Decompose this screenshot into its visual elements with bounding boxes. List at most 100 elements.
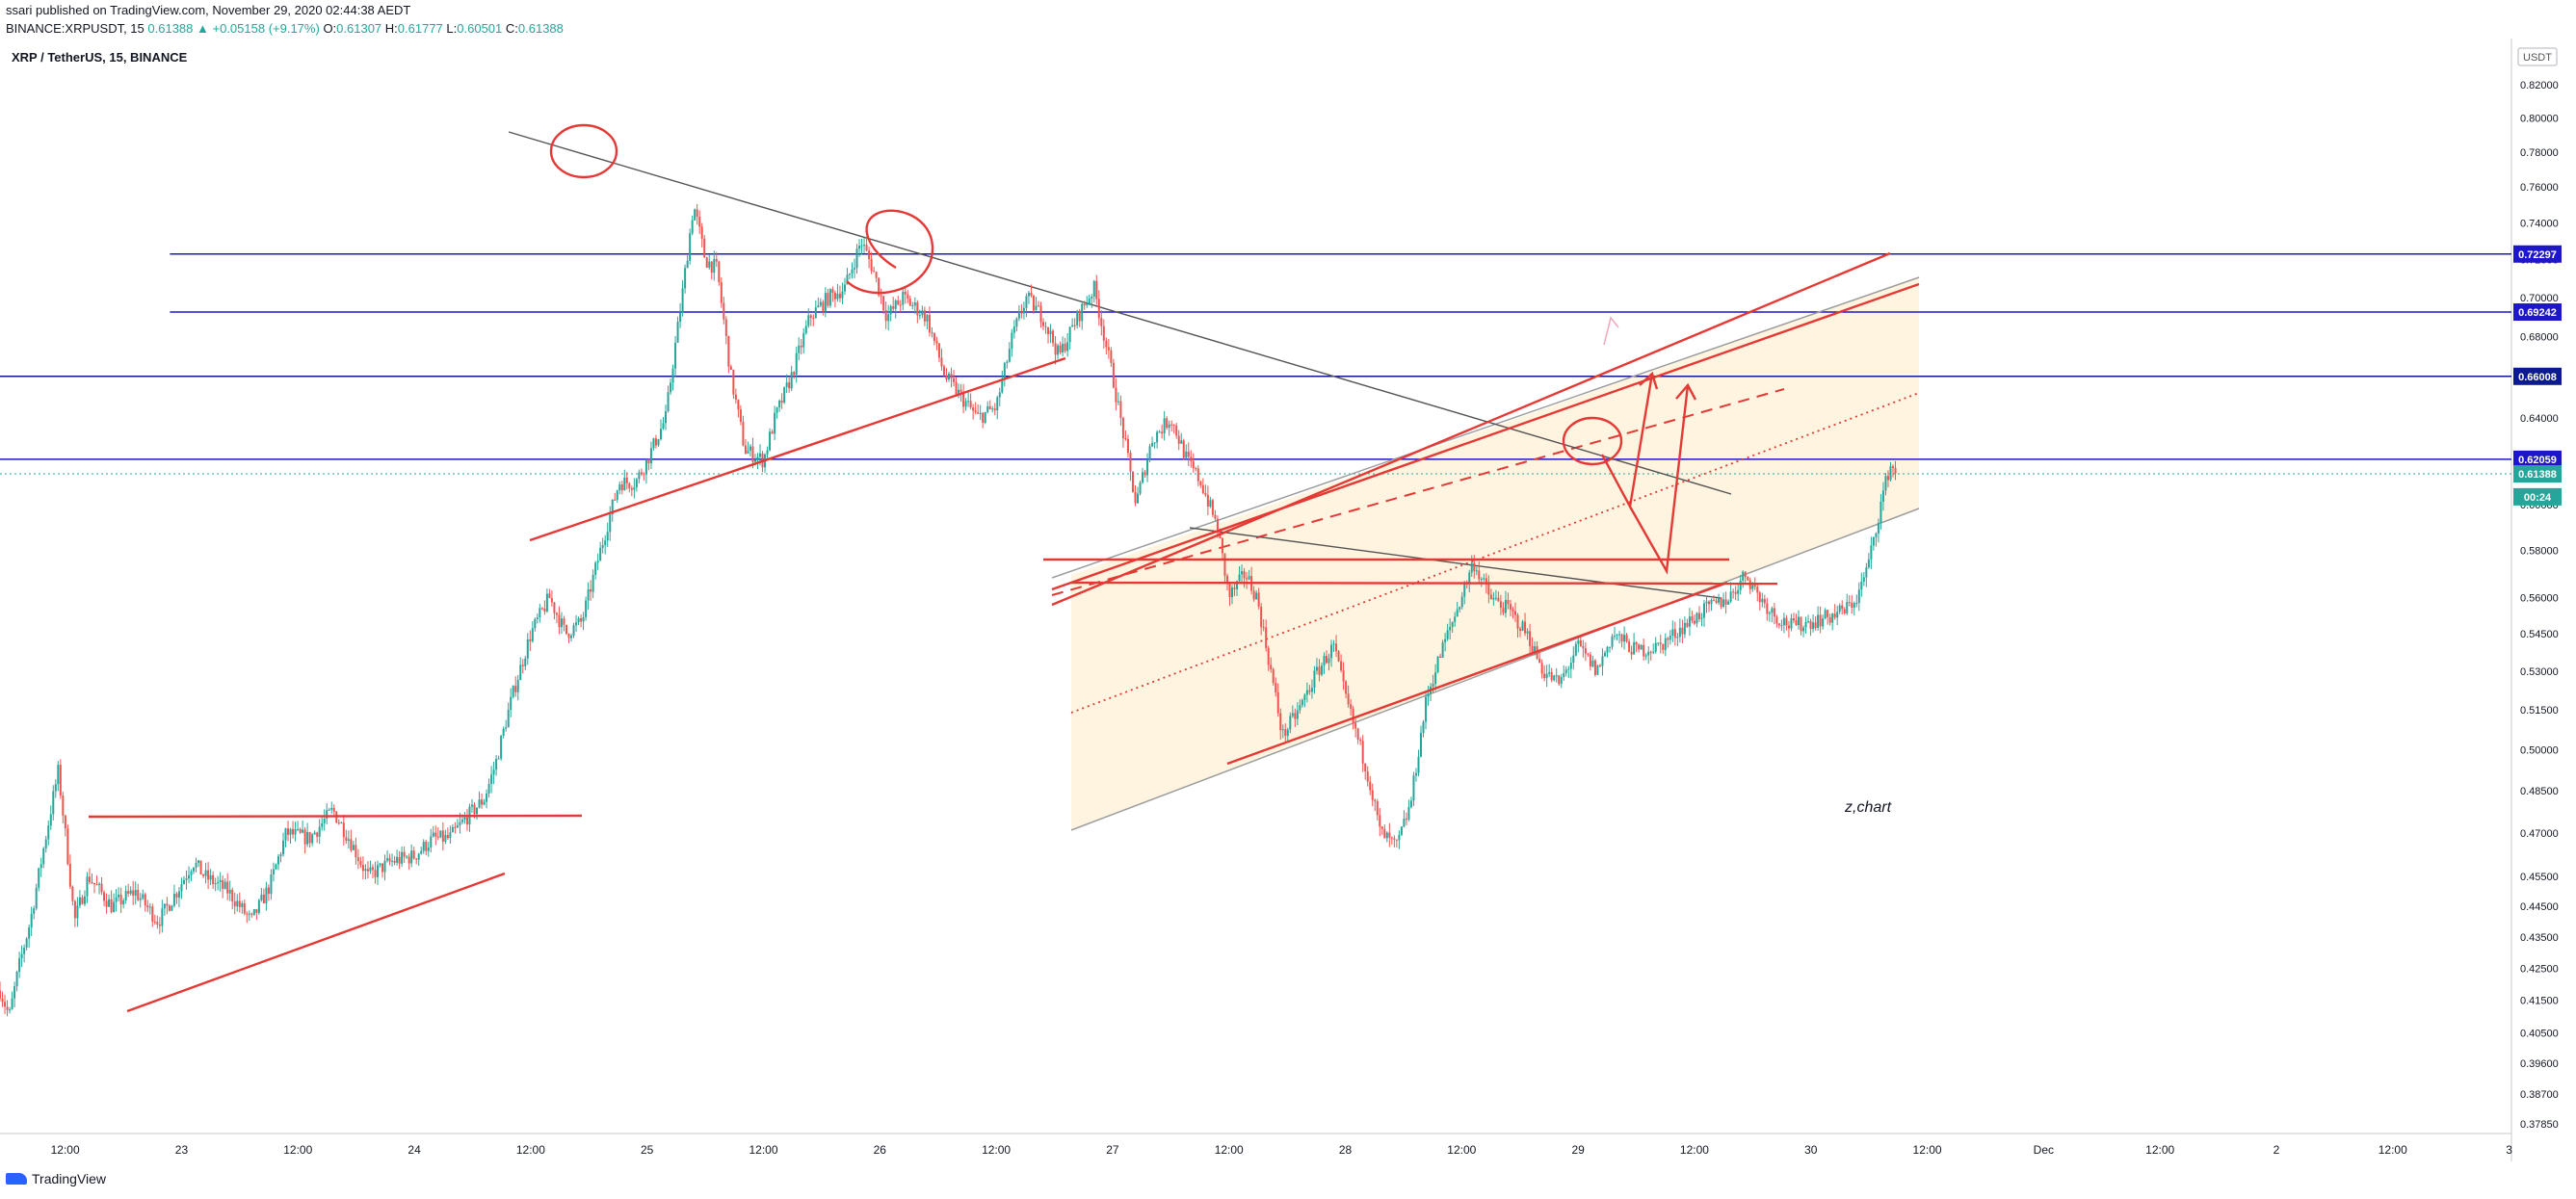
candle-body bbox=[831, 289, 834, 293]
candle-body bbox=[1318, 666, 1321, 675]
y-tick-label: 0.51500 bbox=[2520, 705, 2559, 717]
candle-body bbox=[23, 947, 26, 954]
candle-body bbox=[964, 401, 967, 407]
candle-body bbox=[812, 318, 815, 320]
candle-body bbox=[1739, 580, 1742, 590]
candle-body bbox=[1371, 790, 1374, 800]
candle-body bbox=[1161, 431, 1164, 434]
candle-body bbox=[769, 431, 772, 451]
candle-body bbox=[1414, 772, 1417, 776]
candle-body bbox=[1385, 832, 1388, 839]
candle-body bbox=[366, 869, 369, 872]
price-axis-label: 0.69242 bbox=[2518, 307, 2557, 319]
candle-body bbox=[332, 807, 335, 812]
candle-body bbox=[1877, 523, 1879, 534]
candle-body bbox=[427, 847, 430, 851]
candle-body bbox=[415, 858, 418, 860]
candle-body bbox=[1531, 645, 1534, 654]
candle-body bbox=[921, 310, 924, 316]
candle-body bbox=[1064, 343, 1066, 352]
candle-body bbox=[204, 870, 207, 876]
candle-body bbox=[759, 453, 762, 457]
candle-body bbox=[507, 710, 510, 728]
candle-body bbox=[1652, 651, 1655, 653]
candle-body bbox=[1206, 494, 1209, 507]
candle-body bbox=[1449, 626, 1452, 631]
candle-body bbox=[1875, 533, 1878, 537]
candle-body bbox=[662, 423, 665, 430]
candle-body bbox=[1673, 629, 1676, 639]
candle-body bbox=[913, 302, 916, 306]
candle-body bbox=[942, 366, 945, 376]
candle-body bbox=[1460, 596, 1463, 608]
candle-body bbox=[44, 839, 47, 848]
candle-body bbox=[1143, 472, 1146, 476]
candle-body bbox=[35, 887, 38, 909]
candle-body bbox=[193, 867, 196, 872]
candle-body bbox=[686, 260, 689, 269]
candle-body bbox=[124, 891, 127, 900]
candle-body bbox=[1294, 713, 1297, 719]
candle-body bbox=[284, 828, 287, 841]
candle-body bbox=[935, 341, 938, 344]
candle-body bbox=[1475, 570, 1478, 572]
candle-body bbox=[449, 832, 452, 839]
candle-body bbox=[326, 810, 329, 820]
candle-body bbox=[1841, 605, 1844, 610]
candle-body bbox=[684, 268, 687, 289]
candle-body bbox=[371, 867, 374, 871]
candle-body bbox=[81, 897, 84, 904]
candle-body bbox=[904, 291, 907, 295]
candle-body bbox=[1037, 305, 1039, 307]
candle-body bbox=[1006, 361, 1009, 363]
candle-body bbox=[729, 366, 732, 370]
channel-upper-line bbox=[1051, 276, 1920, 579]
candle-body bbox=[98, 883, 101, 885]
candle-body bbox=[1463, 583, 1466, 597]
candle-body bbox=[1272, 668, 1275, 684]
candle-body bbox=[1374, 799, 1377, 802]
candle-body bbox=[1473, 562, 1476, 571]
candle-body bbox=[1807, 621, 1810, 623]
candle-body bbox=[1616, 635, 1618, 637]
candle-body bbox=[737, 399, 740, 410]
candle-body bbox=[1555, 675, 1558, 677]
candle-body bbox=[1819, 614, 1822, 627]
candle-body bbox=[1598, 665, 1601, 666]
y-tick-label: 0.68000 bbox=[2520, 331, 2559, 343]
candle-body bbox=[321, 822, 324, 827]
red-channel-upper bbox=[1051, 251, 1891, 607]
candle-body bbox=[1524, 621, 1527, 634]
candle-body bbox=[401, 851, 404, 864]
candle-body bbox=[161, 908, 164, 926]
candle-body bbox=[959, 389, 962, 393]
candle-body bbox=[587, 588, 590, 601]
candle-body bbox=[814, 307, 817, 319]
candle-body bbox=[352, 845, 355, 850]
candle-body bbox=[420, 850, 423, 854]
candle-body bbox=[1513, 611, 1516, 615]
candle-body bbox=[330, 807, 333, 810]
candle-body bbox=[1395, 839, 1398, 841]
candle-body bbox=[350, 839, 353, 850]
x-tick-label: 30 bbox=[1804, 1143, 1818, 1157]
candle-body bbox=[788, 382, 791, 389]
candle-body bbox=[1695, 613, 1698, 624]
candle-body bbox=[1669, 635, 1671, 640]
candle-body bbox=[1354, 722, 1357, 729]
candle-body bbox=[20, 953, 23, 959]
candle-body bbox=[516, 680, 519, 692]
candle-body bbox=[926, 315, 929, 322]
candle-body bbox=[1787, 625, 1790, 629]
candle-body bbox=[594, 562, 597, 575]
candle-body bbox=[1688, 616, 1691, 627]
x-tick-label: 2 bbox=[2274, 1143, 2280, 1157]
candle-body bbox=[1289, 716, 1292, 730]
candle-body bbox=[1296, 710, 1299, 719]
candle-body bbox=[379, 863, 381, 866]
candle-body bbox=[28, 927, 31, 939]
tradingview-logo[interactable]: TradingView bbox=[6, 1171, 106, 1186]
x-tick-label: 12:00 bbox=[1447, 1143, 1476, 1157]
candle-series bbox=[0, 203, 1897, 1017]
